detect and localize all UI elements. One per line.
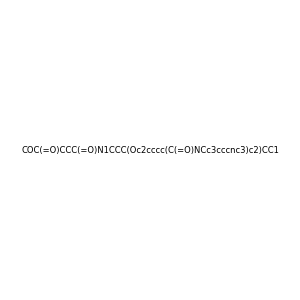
Text: COC(=O)CCC(=O)N1CCC(Oc2cccc(C(=O)NCc3cccnc3)c2)CC1: COC(=O)CCC(=O)N1CCC(Oc2cccc(C(=O)NCc3ccc… bbox=[21, 146, 279, 154]
